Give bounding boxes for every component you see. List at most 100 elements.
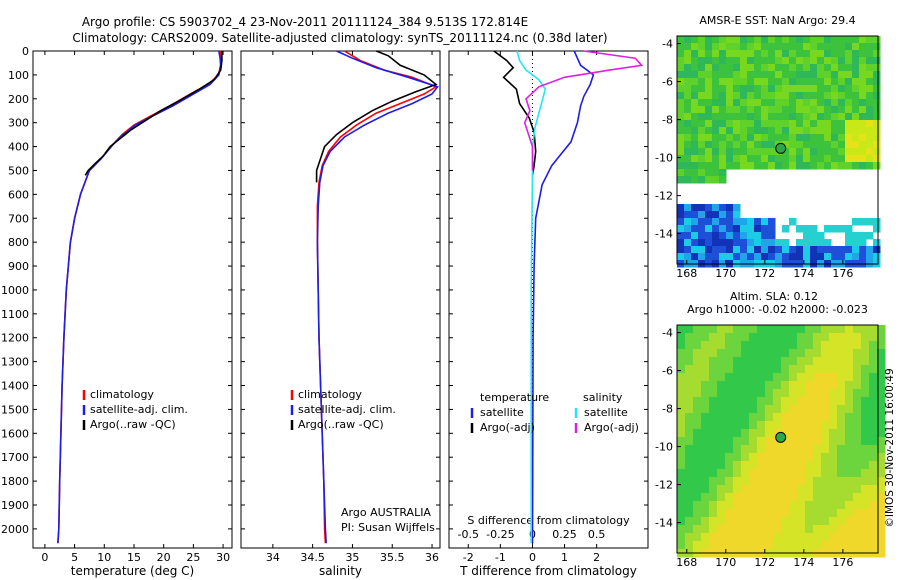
sst-cell: [677, 204, 685, 212]
sla-cell: [877, 405, 886, 414]
sst-cell: [691, 232, 699, 240]
sst-cell: [754, 155, 762, 163]
y-tick-label: 1000: [1, 284, 29, 297]
sla-cell: [877, 373, 886, 382]
sla-cell: [829, 341, 838, 350]
sla-cell: [781, 461, 790, 470]
sla-cell: [709, 413, 718, 422]
sla-cell: [797, 525, 806, 534]
sla-cell: [781, 541, 790, 550]
sst-cell: [866, 232, 874, 240]
sla-cell: [861, 373, 870, 382]
y-tick-label: 200: [8, 93, 29, 106]
sst-cell: [873, 50, 881, 58]
sla-cell: [749, 533, 758, 542]
sla-cell: [757, 493, 766, 502]
argo-position-marker: [775, 431, 787, 443]
sla-cell: [781, 477, 790, 486]
sst-cell: [859, 99, 867, 107]
sla-cell: [709, 373, 718, 382]
sla-cell: [709, 485, 718, 494]
sst-cell: [817, 85, 825, 93]
sst-cell: [719, 162, 727, 170]
sst-cell: [698, 71, 706, 79]
sla-cell: [685, 397, 694, 406]
sla-cell: [869, 533, 878, 542]
sla-cell: [757, 469, 766, 478]
sst-cell: [845, 43, 853, 51]
sst-cell: [831, 85, 839, 93]
sla-cell: [837, 405, 846, 414]
sla-cell: [717, 445, 726, 454]
sst-cell: [768, 162, 776, 170]
sla-cell: [853, 453, 862, 462]
y-tick-label: 600: [8, 188, 29, 201]
sst-cell: [698, 50, 706, 58]
sst-cell: [698, 141, 706, 149]
sst-cell: [705, 50, 713, 58]
sst-cell: [698, 232, 706, 240]
sst-cell: [782, 113, 790, 121]
x-tick-label: 172: [754, 267, 775, 280]
sst-cell: [726, 64, 734, 72]
sst-cell: [712, 127, 720, 135]
sst-cell: [824, 92, 832, 100]
sla-cell: [877, 445, 886, 454]
sla-cell: [805, 461, 814, 470]
sst-cell: [810, 113, 818, 121]
sla-cell: [829, 477, 838, 486]
sla-cell: [709, 453, 718, 462]
sla-cell: [733, 477, 742, 486]
sst-cell: [712, 176, 720, 184]
sst-cell: [782, 64, 790, 72]
sla-cell: [773, 477, 782, 486]
sla-cell: [813, 381, 822, 390]
sla-cell: [725, 525, 734, 534]
sst-cell: [810, 78, 818, 86]
sst-cell: [775, 162, 783, 170]
sst-cell: [852, 162, 860, 170]
x-axis-label: temperature (deg C): [71, 564, 194, 578]
sst-cell: [831, 106, 839, 114]
sla-cell: [781, 493, 790, 502]
sla-cell: [677, 477, 686, 486]
sst-cell: [684, 225, 692, 233]
sst-cell: [719, 36, 727, 44]
sst-cell: [726, 162, 734, 170]
x-tick-label: 5: [71, 551, 78, 564]
sst-cell: [810, 106, 818, 114]
sst-cell: [761, 113, 769, 121]
sst-cell: [754, 162, 762, 170]
sla-cell: [693, 349, 702, 358]
y-tick-label: 900: [8, 260, 29, 273]
x-tick-label: 25: [186, 551, 200, 564]
sla-cell: [869, 525, 878, 534]
sla-cell: [765, 365, 774, 374]
sla-cell: [797, 365, 806, 374]
sst-cell: [859, 36, 867, 44]
sla-cell: [677, 485, 686, 494]
sla-cell: [877, 453, 886, 462]
sla-cell: [869, 365, 878, 374]
sst-cell: [705, 141, 713, 149]
sla-cell: [837, 485, 846, 494]
sla-cell: [693, 461, 702, 470]
sst-cell: [796, 155, 804, 163]
sla-cell: [789, 525, 798, 534]
sla-cell: [733, 509, 742, 518]
sst-cell: [817, 232, 825, 240]
sst-cell: [775, 92, 783, 100]
sla-cell: [693, 405, 702, 414]
sst-cell: [719, 113, 727, 121]
sla-cell: [861, 341, 870, 350]
sla-cell: [877, 389, 886, 398]
x-tick-label: 35: [345, 551, 359, 564]
sla-cell: [733, 469, 742, 478]
sla-cell: [685, 493, 694, 502]
sst-cell: [852, 92, 860, 100]
sla-cell: [701, 429, 710, 438]
sla-cell: [789, 461, 798, 470]
sst-cell: [789, 120, 797, 128]
sla-cell: [845, 397, 854, 406]
sla-cell: [805, 493, 814, 502]
